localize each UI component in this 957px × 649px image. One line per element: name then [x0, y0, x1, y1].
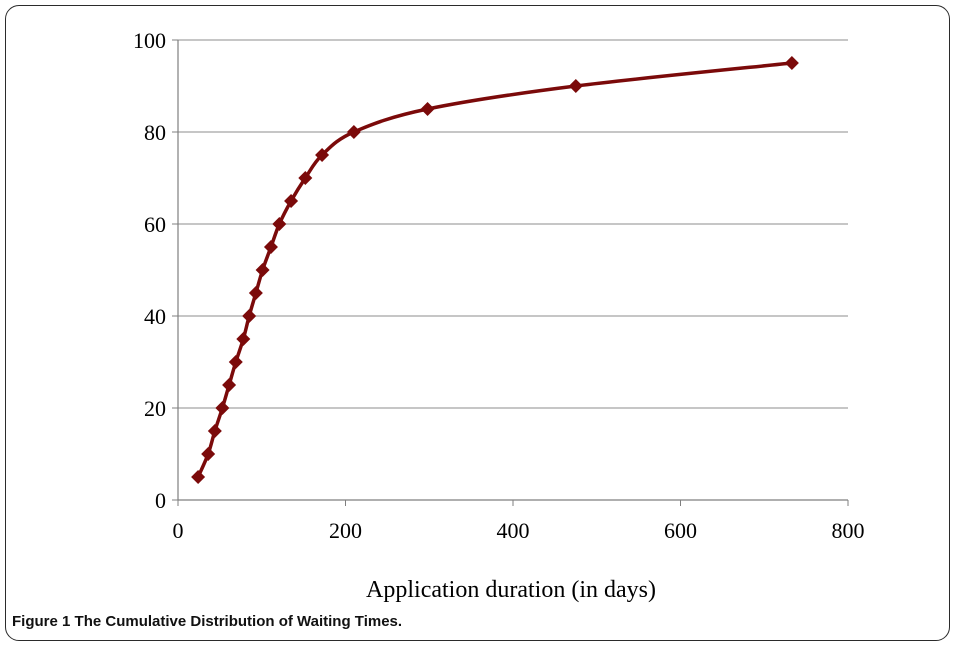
- y-tick-label-20: 20: [144, 396, 166, 421]
- data-point-17: [568, 79, 583, 93]
- data-point-3: [215, 401, 230, 415]
- x-tick-label-800: 800: [832, 518, 865, 543]
- data-point-14: [315, 148, 330, 162]
- x-axis-label: Application duration (in days): [366, 577, 656, 603]
- x-tick-label-600: 600: [664, 518, 697, 543]
- data-point-0: [191, 470, 206, 484]
- y-tick-label-0: 0: [155, 488, 166, 513]
- data-point-4: [222, 378, 237, 392]
- y-tick-label-40: 40: [144, 304, 166, 329]
- series-group: [191, 56, 799, 484]
- data-point-10: [263, 240, 278, 254]
- y-tick-label-80: 80: [144, 120, 166, 145]
- figure-caption: Figure 1 The Cumulative Distribution of …: [12, 613, 402, 630]
- figure-frame: [5, 5, 950, 641]
- data-point-12: [284, 194, 299, 208]
- data-point-11: [272, 217, 287, 231]
- series-line: [196, 61, 794, 479]
- data-point-6: [236, 332, 251, 346]
- data-point-7: [242, 309, 257, 323]
- data-point-1: [201, 447, 216, 461]
- data-point-2: [207, 424, 222, 438]
- y-tick-label-100: 100: [133, 28, 166, 53]
- x-tick-label-200: 200: [329, 518, 362, 543]
- data-point-16: [420, 102, 435, 116]
- data-point-9: [255, 263, 270, 277]
- figure-label: Figure 1: [12, 613, 71, 630]
- x-tick-label-400: 400: [497, 518, 530, 543]
- x-tick-labels: 0 200 400 600 800: [173, 518, 865, 543]
- x-tick-label-0: 0: [173, 518, 184, 543]
- figure-caption-text: The Cumulative Distribution of Waiting T…: [74, 613, 403, 630]
- axes: [172, 39, 849, 506]
- y-tick-label-60: 60: [144, 212, 166, 237]
- data-point-18: [784, 56, 799, 70]
- data-point-8: [248, 286, 263, 300]
- y-tick-labels: 0 20 40 60 80 100: [133, 28, 166, 513]
- data-point-5: [228, 355, 243, 369]
- data-point-13: [298, 171, 313, 185]
- data-point-15: [346, 125, 361, 139]
- grid-lines: [178, 39, 848, 409]
